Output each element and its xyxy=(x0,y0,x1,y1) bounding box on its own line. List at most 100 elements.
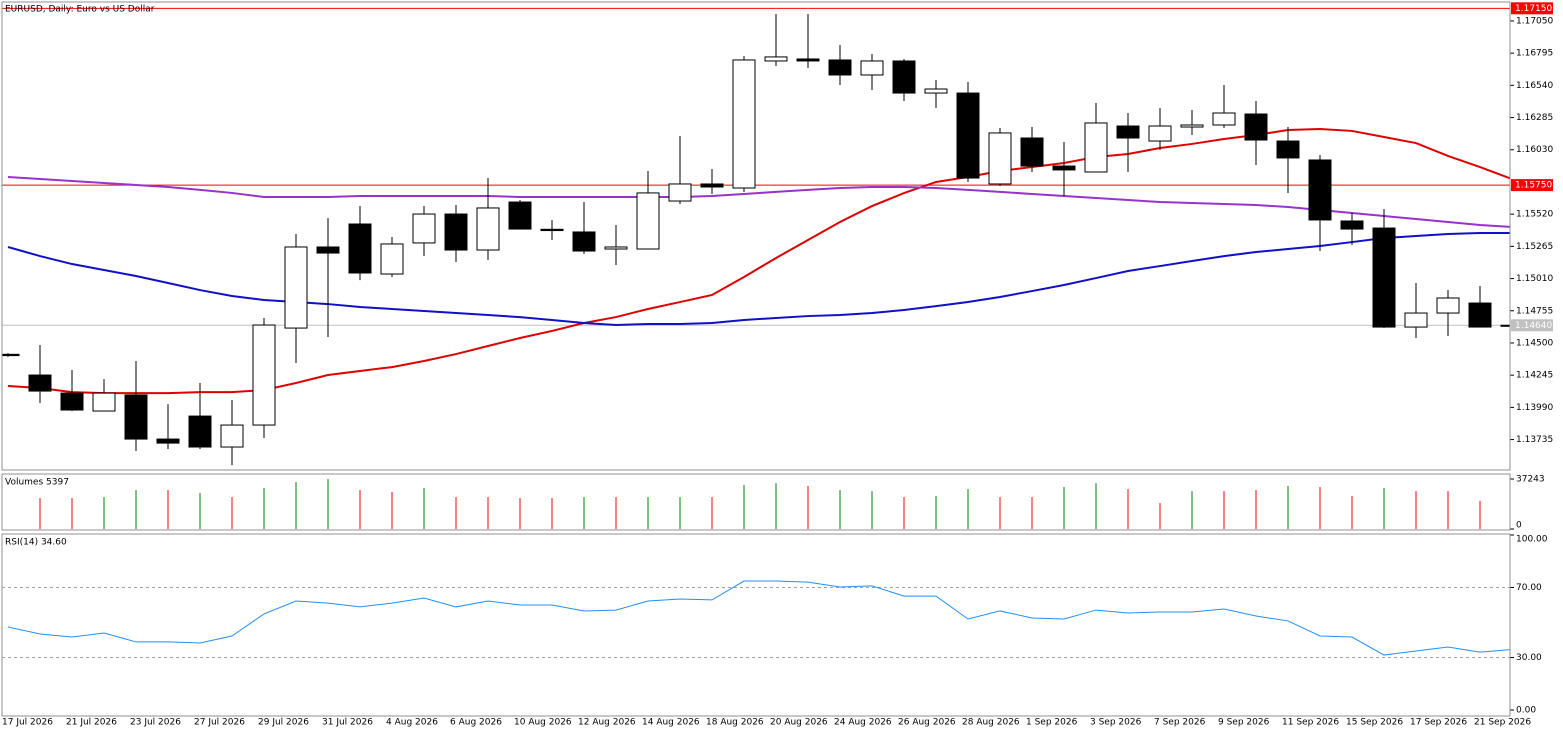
candle-body xyxy=(1372,227,1396,328)
y-tick-label: 1.14245 xyxy=(1516,371,1553,381)
x-tick-label: 3 Sep 2026 xyxy=(1090,718,1142,728)
candle-body xyxy=(28,374,52,392)
candle-body xyxy=(1436,297,1460,314)
candle-body xyxy=(956,92,980,179)
candle-body xyxy=(828,59,852,76)
rsi-panel xyxy=(2,580,1510,658)
x-tick-label: 7 Sep 2026 xyxy=(1154,718,1206,728)
y-tick-label: 70.00 xyxy=(1516,583,1542,593)
moving-average xyxy=(7,231,1510,327)
price-label-box xyxy=(1511,319,1553,332)
price-label-box xyxy=(1511,179,1553,192)
candle-body xyxy=(732,59,756,189)
x-tick-label: 10 Aug 2026 xyxy=(514,718,572,728)
y-tick-label: 0.00 xyxy=(1516,706,1536,716)
candle-body xyxy=(476,207,500,251)
price-frame xyxy=(1,1,1511,471)
candle-body xyxy=(860,60,884,76)
volume-frame xyxy=(1,473,1511,531)
candle-body xyxy=(1116,125,1140,139)
rsi-line xyxy=(7,580,1510,656)
candle-body xyxy=(284,246,308,329)
x-tick-label: 21 Jul 2026 xyxy=(66,718,117,728)
candle-body xyxy=(1052,165,1076,171)
candle-body xyxy=(252,324,276,426)
candle-body xyxy=(188,415,212,448)
candle-body xyxy=(700,183,724,188)
price-label: 1.14640 xyxy=(1515,321,1552,331)
x-tick-label: 24 Aug 2026 xyxy=(834,718,892,728)
chart-title: EURUSD, Daily: Euro vs US Dollar xyxy=(5,5,155,15)
candle-body xyxy=(156,438,180,444)
x-tick-label: 20 Aug 2026 xyxy=(770,718,828,728)
x-tick-label: 26 Aug 2026 xyxy=(898,718,956,728)
candle-body xyxy=(668,183,692,202)
candle-body xyxy=(604,246,628,250)
y-tick-label: 100.00 xyxy=(1516,535,1548,545)
candle-body xyxy=(444,213,468,251)
x-tick-label: 6 Aug 2026 xyxy=(450,718,502,728)
candle-body xyxy=(508,201,532,230)
candle-body xyxy=(220,424,244,448)
candle-body xyxy=(316,246,340,254)
volume-panel xyxy=(39,479,1481,529)
rsi-frame xyxy=(1,533,1511,717)
y-tick-label: 1.14755 xyxy=(1516,306,1553,316)
candle-body xyxy=(1148,125,1172,142)
y-tick-label: 1.15520 xyxy=(1516,210,1553,220)
candle-body xyxy=(796,58,820,62)
x-tick-label: 4 Aug 2026 xyxy=(386,718,438,728)
candle-body xyxy=(1020,137,1044,167)
candle-body xyxy=(572,231,596,252)
x-tick-label: 17 Jul 2026 xyxy=(2,718,53,728)
x-tick-label: 27 Jul 2026 xyxy=(194,718,245,728)
x-tick-label: 15 Sep 2026 xyxy=(1346,718,1403,728)
candle-body xyxy=(1340,220,1364,230)
candle-body xyxy=(1276,140,1300,159)
x-tick-label: 14 Aug 2026 xyxy=(642,718,700,728)
candle-body xyxy=(60,392,84,411)
candle-body xyxy=(764,56,788,62)
price-label-box xyxy=(1511,2,1553,15)
x-tick-label: 29 Jul 2026 xyxy=(258,718,309,728)
x-tick-label: 9 Sep 2026 xyxy=(1218,718,1270,728)
candle-body xyxy=(2,353,20,357)
candle-body xyxy=(1468,302,1492,328)
candle-body xyxy=(1212,112,1236,126)
x-tick-label: 17 Sep 2026 xyxy=(1410,718,1467,728)
x-tick-label: 23 Jul 2026 xyxy=(130,718,181,728)
candle-body xyxy=(636,192,660,250)
y-tick-label: 1.15265 xyxy=(1516,242,1553,252)
price-label: 1.15750 xyxy=(1515,181,1552,191)
candle-body xyxy=(124,394,148,440)
y-tick-label: 1.17050 xyxy=(1516,16,1553,26)
candle-body xyxy=(348,223,372,274)
y-tick-label: 1.13990 xyxy=(1516,403,1553,413)
candle-body xyxy=(1244,113,1268,141)
x-tick-label: 11 Sep 2026 xyxy=(1282,718,1339,728)
candle-body xyxy=(988,132,1012,185)
x-tick-label: 21 Sep 2026 xyxy=(1474,718,1531,728)
candle-body xyxy=(380,243,404,275)
candle-body xyxy=(1500,324,1510,327)
candle-body xyxy=(92,392,116,412)
candle-body xyxy=(540,228,564,232)
y-tick-label: 1.14500 xyxy=(1516,338,1553,348)
candle-body xyxy=(1308,159,1332,221)
x-tick-label: 18 Aug 2026 xyxy=(706,718,764,728)
y-tick-label: 1.15010 xyxy=(1516,274,1553,284)
y-tick-label: 1.13735 xyxy=(1516,435,1553,445)
y-tick-label: 1.16285 xyxy=(1516,113,1553,123)
x-tick-label: 31 Jul 2026 xyxy=(322,718,373,728)
y-tick-label: 1.16030 xyxy=(1516,145,1553,155)
candle-body xyxy=(1084,122,1108,173)
y-tick-label: 0 xyxy=(1516,521,1522,531)
candle-body xyxy=(412,213,436,244)
volume-title: Volumes 5397 xyxy=(5,478,69,488)
y-tick-label: 30.00 xyxy=(1516,653,1542,663)
x-tick-label: 28 Aug 2026 xyxy=(962,718,1020,728)
moving-average xyxy=(7,176,1510,228)
